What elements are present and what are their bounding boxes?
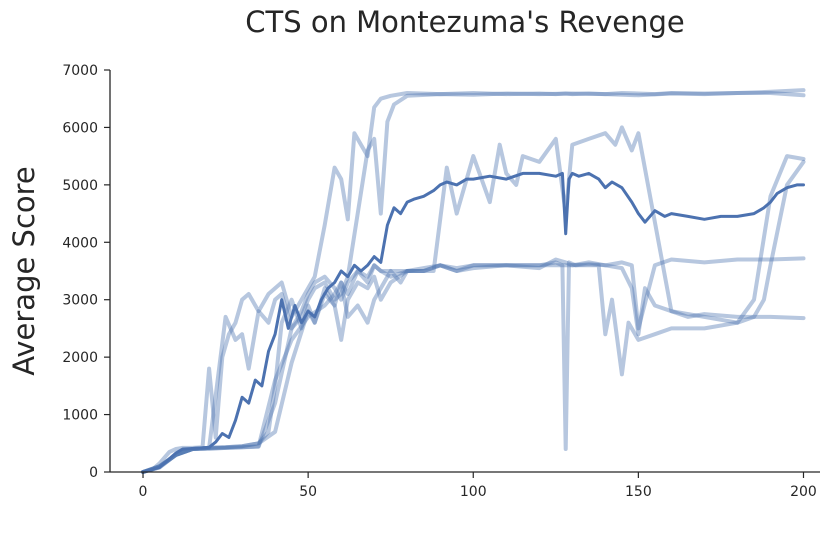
y-tick-label: 5000 (62, 178, 98, 194)
y-tick-label: 3000 (62, 293, 98, 309)
x-tick-label: 100 (460, 484, 487, 500)
mean-score-line (141, 171, 805, 474)
run-line-5 (141, 260, 806, 474)
run-line-2 (141, 91, 806, 474)
axes-group: 0 1000 2000 3000 4000 5000 6000 7000 0 50 100 150 20… (62, 63, 820, 500)
y-tick-label: 7000 (62, 63, 98, 79)
run-line-3 (141, 125, 806, 474)
y-tick-label: 0 (89, 465, 98, 481)
x-tick-label: 50 (299, 484, 317, 500)
chart-title: CTS on Montezuma's Revenge (245, 5, 685, 39)
y-axis-label: Average Score (7, 166, 41, 376)
y-tick-label: 2000 (62, 350, 98, 366)
x-tick-label: 200 (790, 484, 817, 500)
x-tick-label: 0 (139, 484, 148, 500)
x-tick-label: 150 (625, 484, 652, 500)
series-group (141, 88, 806, 474)
run-line-4 (141, 256, 806, 474)
run-line-6 (141, 159, 806, 474)
y-tick-label: 6000 (62, 120, 98, 136)
y-tick-label: 1000 (62, 408, 98, 424)
run-line-1 (141, 88, 806, 474)
y-tick-label: 4000 (62, 235, 98, 251)
